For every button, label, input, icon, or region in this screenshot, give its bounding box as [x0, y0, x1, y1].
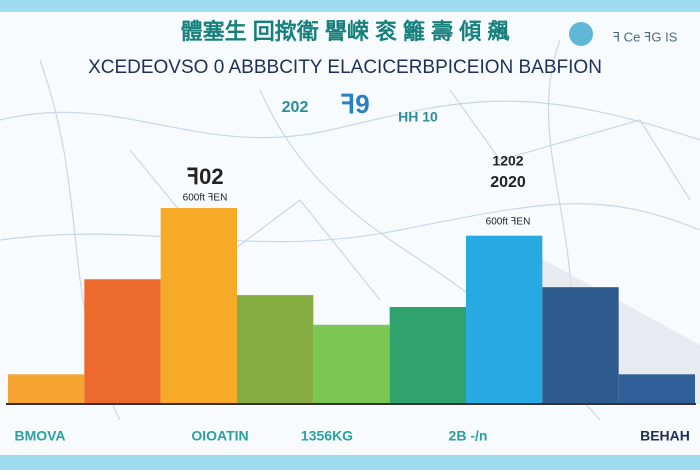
- header-mark: HH 10: [398, 109, 438, 125]
- x-label: BMOVA: [14, 428, 65, 444]
- title: 體塞生 回揿衛 譻嵘 衮 籬 壽 傾 飆: [181, 19, 510, 44]
- bar: [237, 295, 314, 404]
- bar: [313, 324, 390, 404]
- header-mark: 202: [282, 99, 309, 116]
- header-mark: ꟻ9: [340, 89, 369, 119]
- bar: [466, 235, 543, 404]
- corner-label: ꟻ Ce ꟻG IS: [613, 29, 678, 44]
- map-lines: [0, 39, 700, 421]
- bar: [160, 207, 237, 404]
- x-label: 2B -/n: [449, 428, 488, 444]
- annotation: 1202: [492, 153, 523, 169]
- map-road: [449, 89, 691, 201]
- x-label: BEHAH: [640, 428, 690, 444]
- x-label: 1356KG: [301, 428, 353, 444]
- bar: [389, 306, 466, 404]
- logo: [569, 22, 593, 46]
- bar: [618, 374, 695, 404]
- x-label: OIOATIN: [191, 428, 248, 444]
- annotation: 600ft ꟻEN: [183, 193, 228, 204]
- map-road: [0, 100, 700, 141]
- bottom-band: [0, 455, 700, 470]
- bar: [8, 374, 85, 404]
- bar: [542, 287, 619, 404]
- map-road: [129, 149, 381, 301]
- bars: [8, 207, 695, 404]
- map-road: [0, 203, 700, 243]
- annotation: 600ft ꟻEN: [486, 217, 531, 228]
- top-band: [0, 0, 700, 12]
- subtitle: XCEDEOVSO 0 ABBBCITY ELACICERBPICEION BA…: [88, 57, 602, 78]
- bottom-labels: BMOVA OIOATIN 1356KG 2B -/n BEHAH: [14, 428, 689, 444]
- bar: [84, 279, 161, 404]
- annotation: 2020: [490, 174, 526, 191]
- annotation: ꟻ02: [186, 164, 223, 189]
